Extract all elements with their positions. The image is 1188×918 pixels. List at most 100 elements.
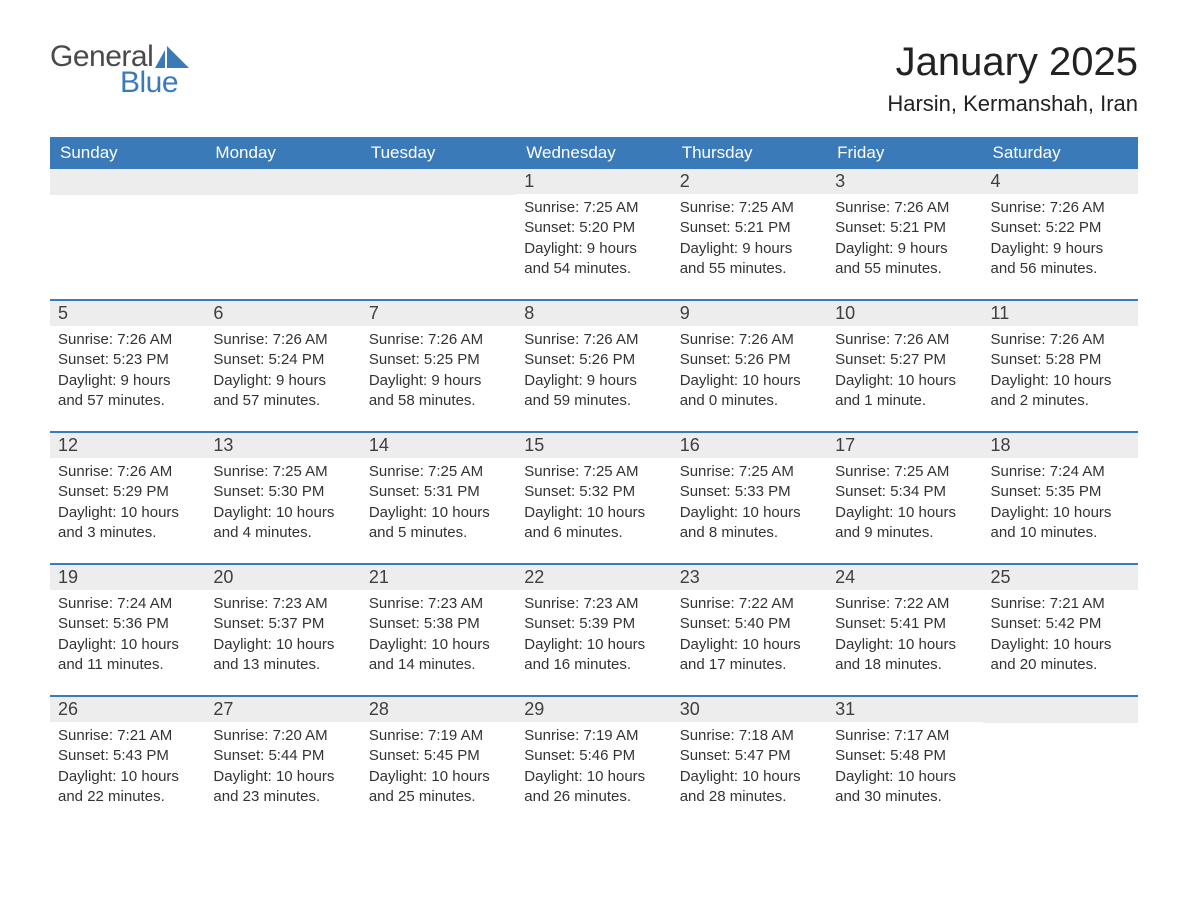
daylight-line-1: Daylight: 10 hours: [680, 371, 819, 391]
day-number: 23: [672, 565, 827, 590]
calendar-cell: 8Sunrise: 7:26 AMSunset: 5:26 PMDaylight…: [516, 301, 671, 411]
sunrise-line: Sunrise: 7:24 AM: [58, 594, 197, 614]
day-number: 15: [516, 433, 671, 458]
daylight-line-2: and 57 minutes.: [213, 391, 352, 411]
sunrise-line: Sunrise: 7:26 AM: [58, 462, 197, 482]
day-data: Sunrise: 7:23 AMSunset: 5:37 PMDaylight:…: [205, 590, 360, 675]
sunset-line: Sunset: 5:26 PM: [680, 350, 819, 370]
day-data: Sunrise: 7:18 AMSunset: 5:47 PMDaylight:…: [672, 722, 827, 807]
day-data: Sunrise: 7:26 AMSunset: 5:21 PMDaylight:…: [827, 194, 982, 279]
sunrise-line: Sunrise: 7:23 AM: [524, 594, 663, 614]
day-number: 16: [672, 433, 827, 458]
sunset-line: Sunset: 5:40 PM: [680, 614, 819, 634]
day-data: Sunrise: 7:26 AMSunset: 5:27 PMDaylight:…: [827, 326, 982, 411]
day-number: 1: [516, 169, 671, 194]
daylight-line-1: Daylight: 10 hours: [369, 503, 508, 523]
daylight-line-2: and 58 minutes.: [369, 391, 508, 411]
day-data: Sunrise: 7:26 AMSunset: 5:24 PMDaylight:…: [205, 326, 360, 411]
sunrise-line: Sunrise: 7:26 AM: [524, 330, 663, 350]
calendar-cell: 24Sunrise: 7:22 AMSunset: 5:41 PMDayligh…: [827, 565, 982, 675]
daylight-line-1: Daylight: 10 hours: [991, 635, 1130, 655]
empty-day: [983, 697, 1138, 723]
sunset-line: Sunset: 5:33 PM: [680, 482, 819, 502]
day-number: 4: [983, 169, 1138, 194]
sunset-line: Sunset: 5:30 PM: [213, 482, 352, 502]
calendar-cell: 11Sunrise: 7:26 AMSunset: 5:28 PMDayligh…: [983, 301, 1138, 411]
day-data: Sunrise: 7:22 AMSunset: 5:40 PMDaylight:…: [672, 590, 827, 675]
day-number: 8: [516, 301, 671, 326]
sunrise-line: Sunrise: 7:17 AM: [835, 726, 974, 746]
daylight-line-1: Daylight: 10 hours: [524, 635, 663, 655]
daylight-line-1: Daylight: 10 hours: [835, 635, 974, 655]
sunset-line: Sunset: 5:22 PM: [991, 218, 1130, 238]
day-data: Sunrise: 7:25 AMSunset: 5:31 PMDaylight:…: [361, 458, 516, 543]
title-block: January 2025 Harsin, Kermanshah, Iran: [887, 40, 1138, 117]
daylight-line-1: Daylight: 10 hours: [524, 503, 663, 523]
calendar-cell: 2Sunrise: 7:25 AMSunset: 5:21 PMDaylight…: [672, 169, 827, 279]
daylight-line-2: and 4 minutes.: [213, 523, 352, 543]
daylight-line-1: Daylight: 10 hours: [58, 503, 197, 523]
sunset-line: Sunset: 5:34 PM: [835, 482, 974, 502]
daylight-line-2: and 23 minutes.: [213, 787, 352, 807]
day-data: Sunrise: 7:26 AMSunset: 5:26 PMDaylight:…: [672, 326, 827, 411]
daylight-line-2: and 9 minutes.: [835, 523, 974, 543]
sunset-line: Sunset: 5:36 PM: [58, 614, 197, 634]
calendar-cell: 23Sunrise: 7:22 AMSunset: 5:40 PMDayligh…: [672, 565, 827, 675]
empty-day: [361, 169, 516, 195]
daylight-line-2: and 8 minutes.: [680, 523, 819, 543]
calendar-cell: 13Sunrise: 7:25 AMSunset: 5:30 PMDayligh…: [205, 433, 360, 543]
sunrise-line: Sunrise: 7:19 AM: [524, 726, 663, 746]
day-data: Sunrise: 7:21 AMSunset: 5:43 PMDaylight:…: [50, 722, 205, 807]
daylight-line-2: and 22 minutes.: [58, 787, 197, 807]
daylight-line-1: Daylight: 10 hours: [991, 503, 1130, 523]
calendar-header-cell: Tuesday: [361, 137, 516, 169]
daylight-line-2: and 20 minutes.: [991, 655, 1130, 675]
calendar-cell: 22Sunrise: 7:23 AMSunset: 5:39 PMDayligh…: [516, 565, 671, 675]
day-data: Sunrise: 7:24 AMSunset: 5:35 PMDaylight:…: [983, 458, 1138, 543]
daylight-line-2: and 14 minutes.: [369, 655, 508, 675]
day-data: Sunrise: 7:25 AMSunset: 5:20 PMDaylight:…: [516, 194, 671, 279]
sunrise-line: Sunrise: 7:21 AM: [58, 726, 197, 746]
calendar-cell: [50, 169, 205, 279]
day-data: Sunrise: 7:23 AMSunset: 5:39 PMDaylight:…: [516, 590, 671, 675]
calendar-cell: 17Sunrise: 7:25 AMSunset: 5:34 PMDayligh…: [827, 433, 982, 543]
daylight-line-2: and 55 minutes.: [835, 259, 974, 279]
day-number: 24: [827, 565, 982, 590]
sunset-line: Sunset: 5:20 PM: [524, 218, 663, 238]
day-number: 14: [361, 433, 516, 458]
sunrise-line: Sunrise: 7:26 AM: [835, 198, 974, 218]
logo: General Blue: [50, 40, 189, 100]
day-data: Sunrise: 7:26 AMSunset: 5:25 PMDaylight:…: [361, 326, 516, 411]
daylight-line-2: and 3 minutes.: [58, 523, 197, 543]
daylight-line-2: and 5 minutes.: [369, 523, 508, 543]
sunset-line: Sunset: 5:27 PM: [835, 350, 974, 370]
sunset-line: Sunset: 5:32 PM: [524, 482, 663, 502]
sunrise-line: Sunrise: 7:25 AM: [213, 462, 352, 482]
sunrise-line: Sunrise: 7:26 AM: [58, 330, 197, 350]
day-data: Sunrise: 7:22 AMSunset: 5:41 PMDaylight:…: [827, 590, 982, 675]
day-data: Sunrise: 7:26 AMSunset: 5:26 PMDaylight:…: [516, 326, 671, 411]
day-data: Sunrise: 7:26 AMSunset: 5:23 PMDaylight:…: [50, 326, 205, 411]
day-number: 21: [361, 565, 516, 590]
sunset-line: Sunset: 5:21 PM: [680, 218, 819, 238]
calendar: SundayMondayTuesdayWednesdayThursdayFrid…: [50, 137, 1138, 827]
sunset-line: Sunset: 5:45 PM: [369, 746, 508, 766]
calendar-cell: 26Sunrise: 7:21 AMSunset: 5:43 PMDayligh…: [50, 697, 205, 807]
calendar-cell: 3Sunrise: 7:26 AMSunset: 5:21 PMDaylight…: [827, 169, 982, 279]
sunrise-line: Sunrise: 7:21 AM: [991, 594, 1130, 614]
day-number: 29: [516, 697, 671, 722]
calendar-cell: 21Sunrise: 7:23 AMSunset: 5:38 PMDayligh…: [361, 565, 516, 675]
sunrise-line: Sunrise: 7:20 AM: [213, 726, 352, 746]
calendar-cell: 30Sunrise: 7:18 AMSunset: 5:47 PMDayligh…: [672, 697, 827, 807]
calendar-cell: 19Sunrise: 7:24 AMSunset: 5:36 PMDayligh…: [50, 565, 205, 675]
daylight-line-2: and 26 minutes.: [524, 787, 663, 807]
day-number: 22: [516, 565, 671, 590]
daylight-line-2: and 6 minutes.: [524, 523, 663, 543]
sunrise-line: Sunrise: 7:25 AM: [835, 462, 974, 482]
sunrise-line: Sunrise: 7:25 AM: [680, 198, 819, 218]
sunset-line: Sunset: 5:25 PM: [369, 350, 508, 370]
daylight-line-1: Daylight: 10 hours: [680, 503, 819, 523]
day-data: Sunrise: 7:20 AMSunset: 5:44 PMDaylight:…: [205, 722, 360, 807]
calendar-header-cell: Saturday: [983, 137, 1138, 169]
day-data: Sunrise: 7:19 AMSunset: 5:45 PMDaylight:…: [361, 722, 516, 807]
